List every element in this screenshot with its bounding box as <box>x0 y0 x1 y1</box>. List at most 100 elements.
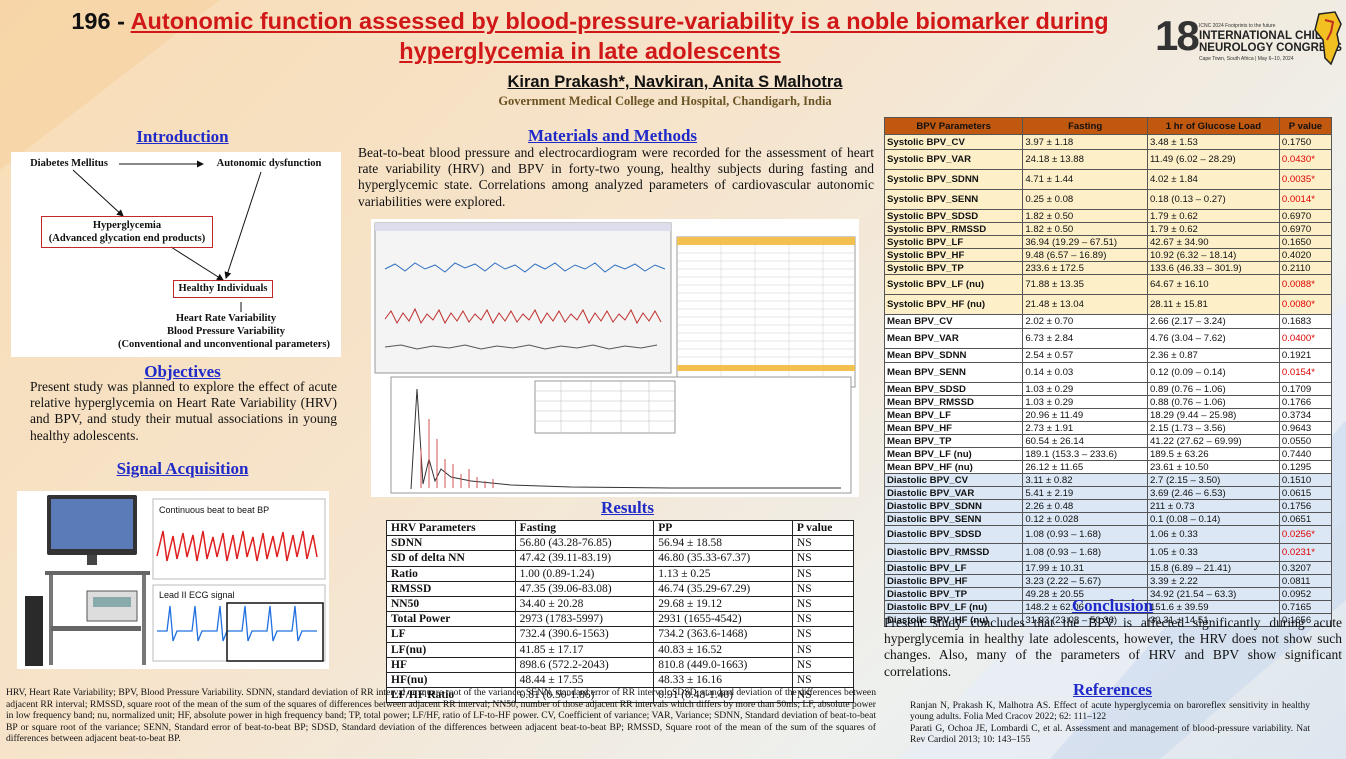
bpv-table-cell: Systolic BPV_CV <box>883 134 1024 150</box>
bpv-table-cell: Diastolic BPV_LF (nu) <box>883 600 1024 614</box>
bpv-table-cell: Diastolic BPV_RMSSD <box>883 543 1024 562</box>
poster-title: 196 - Autonomic function assessed by blo… <box>30 6 1150 66</box>
bpv-table-cell: 2.73 ± 1.91 <box>1022 421 1148 435</box>
bpv-table-row: Diastolic BPV_TP 49.28 ± 20.55 34.92 (21.5… <box>883 587 1333 601</box>
bpv-table-cell: 23.61 ± 10.50 <box>1146 460 1280 474</box>
bpv-table-cell: Diastolic BPV_TP <box>883 587 1024 601</box>
references-list: Ranjan N, Prakash K, Malhotra AS. Effect… <box>910 701 1310 747</box>
bpv-table-cell: 4.76 (3.04 – 7.62) <box>1146 328 1280 349</box>
hrv-table-row: SD of delta NN 47.42 (39.11-83.19) 46.80 (… <box>386 550 855 567</box>
bpv-table-cell: 2.15 (1.73 – 3.56) <box>1146 421 1280 435</box>
bpv-table-row: Diastolic BPV_SDSD 1.08 (0.93 – 1.68) 1.06… <box>883 525 1333 544</box>
hrv-table-cell: 46.80 (35.33-67.37) <box>653 550 793 567</box>
hrv-table-cell: 0.81 (0.50-1.86) <box>514 687 655 704</box>
bpv-table-cell: 11.49 (6.02 – 28.29) <box>1146 149 1280 170</box>
bpv-table-cell: 0.3734 <box>1278 408 1333 422</box>
hrv-table-cell: 46.74 (35.29-67.29) <box>653 580 793 597</box>
bpv-table-cell: 0.1756 <box>1278 499 1333 513</box>
hrv-table-cell: 810.8 (449.0-1663) <box>653 656 793 673</box>
bpv-table-row: Systolic BPV_RMSSD 1.82 ± 0.50 1.79 ± 0.62… <box>883 222 1333 236</box>
diagram-hyperglycemia-box <box>41 216 213 248</box>
hrv-table-cell: 47.42 (39.11-83.19) <box>514 550 655 567</box>
hrv-table-header: HRV Parameters Fasting PP P value <box>386 519 855 537</box>
bpv-column-header: Fasting <box>1022 117 1148 135</box>
bpv-table-row: Mean BPV_SDNN 2.54 ± 0.57 2.36 ± 0.87 0.192… <box>883 348 1333 363</box>
bpv-table-cell: Diastolic BPV_HF <box>883 574 1024 588</box>
signal-heading: Signal Acquisition <box>116 459 249 478</box>
bpv-table-cell: 2.26 ± 0.48 <box>1022 499 1148 513</box>
ecg-signal-label: Lead II ECG signal <box>159 590 235 600</box>
bpv-table-row: Mean BPV_HF (nu) 26.12 ± 11.65 23.61 ± 10.… <box>883 460 1333 474</box>
hrv-column-header: P value <box>791 519 855 537</box>
hrv-table-cell: NS <box>791 580 855 597</box>
hrv-table-cell: NS <box>791 671 855 689</box>
bpv-table-cell: 2.54 ± 0.57 <box>1022 348 1148 363</box>
bpv-table-cell: 0.88 (0.76 – 1.06) <box>1146 395 1280 409</box>
poster-number: 196 - <box>71 8 131 34</box>
bpv-table-cell: 233.6 ± 172.5 <box>1022 261 1148 275</box>
bpv-table-cell: Systolic BPV_SENN <box>883 189 1024 210</box>
hrv-table-cell: 40.83 ± 16.52 <box>653 641 793 658</box>
bpv-table-cell: 1.05 ± 0.33 <box>1146 543 1280 562</box>
bpv-table-row: Mean BPV_LF (nu) 189.1 (153.3 – 233.6) 189… <box>883 447 1333 461</box>
bpv-table-row: Systolic BPV_LF (nu) 71.88 ± 13.35 64.67 ±… <box>883 274 1333 295</box>
hrv-table-cell: RMSSD <box>386 580 516 597</box>
bpv-table-row: Mean BPV_RMSSD 1.03 ± 0.29 0.88 (0.76 – 1.… <box>883 395 1333 409</box>
signal-acquisition-image: Continuous beat to beat BP Lead II ECG s… <box>17 491 329 669</box>
bpv-table-cell: 0.1709 <box>1278 382 1333 396</box>
hrv-table-cell: 56.80 (43.28-76.85) <box>514 535 655 552</box>
hrv-table-row: HF 898.6 (572.2-2043) 810.8 (449.0-1663) NS <box>386 656 855 673</box>
bpv-table-row: Diastolic BPV_SENN 0.12 ± 0.028 0.1 (0.08 … <box>883 512 1333 526</box>
hrv-column-header: Fasting <box>514 519 655 537</box>
bpv-table-cell: 0.9643 <box>1278 421 1333 435</box>
hrv-table-cell: 56.94 ± 18.58 <box>653 535 793 552</box>
bpv-table-cell: Mean BPV_SDSD <box>883 382 1024 396</box>
objectives-text: Present study was planned to explore the… <box>30 379 337 443</box>
hrv-table-cell: 0.91 (0.48-1.40) <box>653 687 793 704</box>
hrv-table-row: LF 732.4 (390.6-1563) 734.2 (363.6-1468) NS <box>386 626 855 643</box>
diagram-hrv: Heart Rate Variability <box>175 313 277 324</box>
bp-signal-label: Continuous beat to beat BP <box>159 505 270 515</box>
bpv-table-cell: 0.1766 <box>1278 395 1333 409</box>
hrv-table-cell: NS <box>791 565 855 582</box>
bpv-table-cell: 42.67 ± 34.90 <box>1146 235 1280 249</box>
bpv-table-cell: 4.02 ± 1.84 <box>1146 169 1280 190</box>
hrv-results-table: HRV Parameters Fasting PP P value SDNN 56.80… <box>386 519 855 704</box>
bpv-table-cell: 41.22 (27.62 – 69.99) <box>1146 434 1280 448</box>
bpv-table-cell: 0.1921 <box>1278 348 1333 363</box>
bpv-table-row: Systolic BPV_SDSD 1.82 ± 0.50 1.79 ± 0.62 0… <box>883 209 1333 223</box>
bpv-table-cell: 1.03 ± 0.29 <box>1022 395 1148 409</box>
bpv-table-cell: 0.0811 <box>1278 574 1333 588</box>
bpv-table-cell: Diastolic BPV_HF (nu) <box>883 613 1024 627</box>
bpv-table-cell: 0.2110 <box>1278 261 1333 275</box>
diagram-arrows <box>72 160 262 312</box>
bpv-table-cell: 1.79 ± 0.62 <box>1146 209 1280 223</box>
reference-item: Ranjan N, Prakash K, Malhotra AS. Effect… <box>910 701 1310 723</box>
bpv-table-cell: 0.3207 <box>1278 561 1333 575</box>
hrv-table-cell: SD of delta NN <box>386 550 516 567</box>
bpv-table-cell: 3.69 (2.46 – 6.53) <box>1146 486 1280 500</box>
bpv-table-cell: 0.1750 <box>1278 134 1333 150</box>
bpv-table-cell: Mean BPV_LF <box>883 408 1024 422</box>
bpv-table-cell: 0.1 (0.08 – 0.14) <box>1146 512 1280 526</box>
bpv-table-row: Mean BPV_SENN 0.14 ± 0.03 0.12 (0.09 – 0.1… <box>883 362 1333 383</box>
bpv-table-cell: 36.94 (19.29 – 67.51) <box>1022 235 1148 249</box>
logo-location: Cape Town, South Africa | May 6–10, 2024 <box>1199 56 1294 62</box>
bpv-column-header: 1 hr of Glucose Load <box>1146 117 1280 135</box>
hrv-table-cell: NS <box>791 687 855 704</box>
bpv-table-cell: Systolic BPV_HF (nu) <box>883 294 1024 315</box>
bpv-table-cell: Systolic BPV_VAR <box>883 149 1024 170</box>
bpv-table-cell: 0.89 (0.76 – 1.06) <box>1146 382 1280 396</box>
bpv-table-cell: Mean BPV_SDNN <box>883 348 1024 363</box>
introduction-diagram: Diabetes Mellitus Autonomic dysfunction … <box>11 152 341 357</box>
bpv-table-cell: 0.4020 <box>1278 248 1333 262</box>
bpv-table-cell: 24.18 ± 13.88 <box>1022 149 1148 170</box>
bpv-table-cell: 15.8 (6.89 – 21.41) <box>1146 561 1280 575</box>
bpv-table-cell: 0.0154* <box>1278 362 1333 383</box>
bpv-table-cell: 17.99 ± 10.31 <box>1022 561 1148 575</box>
hrv-table-cell: LF <box>386 626 516 643</box>
hrv-table-cell: SDNN <box>386 535 516 552</box>
introduction-heading: Introduction <box>136 127 229 146</box>
bpv-table-cell: 0.0550 <box>1278 434 1333 448</box>
bpv-table-cell: Mean BPV_HF <box>883 421 1024 435</box>
